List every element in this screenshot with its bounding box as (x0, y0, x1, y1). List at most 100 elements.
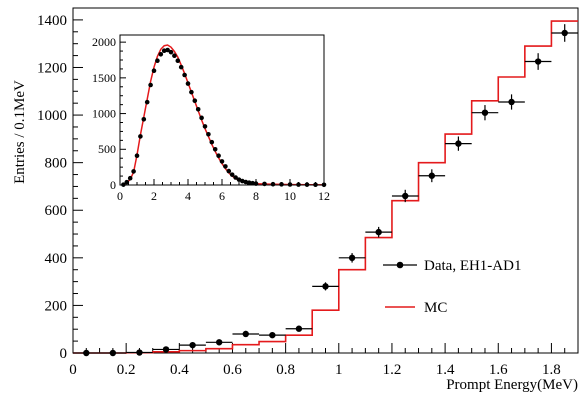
inset-data-point (192, 98, 198, 104)
inset-data-point (175, 58, 181, 64)
inset-data-point (131, 169, 136, 174)
inset-data-point (250, 180, 255, 186)
main-data-point (189, 341, 196, 349)
inset-data-point (138, 134, 143, 139)
main-x-axis: 0 0.2 0.4 0.6 0.8 1 1.2 1.4 1.6 1.8 (69, 343, 579, 378)
inset-data-point (151, 68, 157, 74)
main-data-point (402, 192, 409, 200)
main-data-point (481, 109, 489, 116)
inset-data-point (219, 159, 225, 164)
inset-y-axis: 0 500 1000 1500 2000 (92, 35, 126, 192)
inset-data-point (144, 99, 150, 105)
inset-x-tick-label: 0 (117, 189, 123, 203)
main-data-point (508, 98, 515, 106)
main-data-point (162, 346, 170, 353)
inset-data-point (195, 106, 201, 112)
legend-data-label: Data, EH1-AD1 (424, 258, 521, 274)
inset-data-point (262, 181, 267, 187)
inset-x-tick-label: 8 (253, 189, 259, 203)
main-data-point (295, 325, 303, 332)
inset-data-point (158, 51, 164, 57)
inset-y-tick-label: 0 (110, 178, 116, 192)
main-y-tick-label: 400 (45, 251, 68, 267)
main-y-tick-label: 200 (45, 298, 68, 314)
inset-data-point (226, 168, 232, 174)
main-x-tick-label: 1.4 (436, 362, 455, 378)
main-plot: 0 0.2 0.4 0.6 0.8 1 1.2 1.4 1.6 1.8 0200400600800… (12, 7, 579, 393)
main-data-point (215, 339, 223, 346)
main-y-tick-label: 1400 (37, 13, 67, 29)
main-x-tick-label: 1 (335, 362, 343, 378)
inset-x-tick-label: 4 (185, 189, 191, 203)
legend-data-marker (396, 261, 404, 269)
main-data-point (322, 283, 329, 290)
inset-data-point (279, 182, 284, 187)
inset-data-point (209, 139, 215, 145)
inset-x-tick-label: 6 (219, 189, 225, 203)
inset-data-point (223, 164, 228, 169)
main-x-tick-label: 1.8 (542, 362, 561, 378)
main-data-point (534, 58, 542, 65)
inset-data-point (229, 172, 235, 177)
main-data-point (561, 29, 568, 37)
main-y-tick-label: 1200 (37, 60, 67, 76)
main-data-point (455, 140, 462, 147)
inset-data-point (134, 153, 140, 159)
inset-data-point (189, 89, 194, 95)
main-data-point (109, 349, 117, 357)
inset-data-point (270, 181, 276, 187)
main-x-tick-label: 1.6 (489, 362, 508, 378)
main-y-axis: 0 200 400 600 800 1000 1200 1400 (37, 13, 83, 362)
main-x-tick-label: 0.6 (223, 362, 242, 378)
main-x-tick-label: 1.2 (383, 362, 402, 378)
main-x-tick-label: 0.2 (117, 362, 136, 378)
main-data-point (83, 349, 90, 357)
inset-y-tick-label: 500 (98, 142, 116, 156)
main-data-point (428, 172, 436, 179)
main-mc-series (73, 20, 578, 354)
inset-data-point (124, 179, 130, 185)
main-data-point (242, 330, 249, 338)
x-axis-label: Prompt Energy(MeV) (446, 377, 578, 393)
inset-y-tick-label: 1000 (92, 107, 116, 121)
inset-data-point (185, 81, 191, 86)
inset-data-point (155, 58, 160, 64)
inset-data-point (202, 124, 208, 129)
inset-x-tick-label: 10 (284, 189, 296, 203)
inset-plot: 0 2 4 6 8 10 12 0 500 1000 1500 2000 (92, 34, 330, 203)
main-data-point (269, 331, 276, 339)
main-data-point (375, 228, 382, 236)
inset-plot-frame (119, 34, 325, 186)
main-y-tick-label: 800 (45, 156, 68, 172)
inset-y-tick-label: 2000 (92, 35, 116, 49)
inset-data-point (212, 146, 218, 152)
main-mc-line (73, 20, 578, 354)
inset-x-tick-label: 2 (151, 189, 157, 203)
inset-data-point (172, 53, 177, 59)
legend: Data, EH1-AD1 MC (383, 258, 521, 316)
main-y-tick-label: 600 (45, 203, 68, 219)
main-data-point (348, 254, 356, 262)
inset-y-tick-label: 1500 (92, 71, 116, 85)
inset-data-point (168, 49, 174, 55)
inset-data-point (233, 175, 238, 180)
inset-data-point (216, 153, 221, 159)
main-y-tick-label: 1000 (37, 108, 67, 124)
main-x-tick-label: 0 (69, 362, 77, 378)
legend-mc-label: MC (424, 300, 447, 316)
inset-data-point (141, 116, 147, 122)
inset-data-point (246, 180, 252, 186)
main-data-series (73, 24, 578, 357)
inset-x-tick-label: 12 (318, 189, 330, 203)
inset-data-point (199, 115, 204, 121)
inset-data-point (178, 64, 184, 70)
inset-data-point (165, 47, 170, 53)
y-axis-label: Entries / 0.1MeV (12, 80, 28, 184)
main-data-point (136, 349, 143, 356)
inset-data-point (182, 72, 187, 78)
main-x-tick-label: 0.4 (170, 362, 189, 378)
main-x-tick-label: 0.8 (276, 362, 295, 378)
inset-data-point (206, 131, 211, 137)
inset-data-point (127, 175, 133, 181)
